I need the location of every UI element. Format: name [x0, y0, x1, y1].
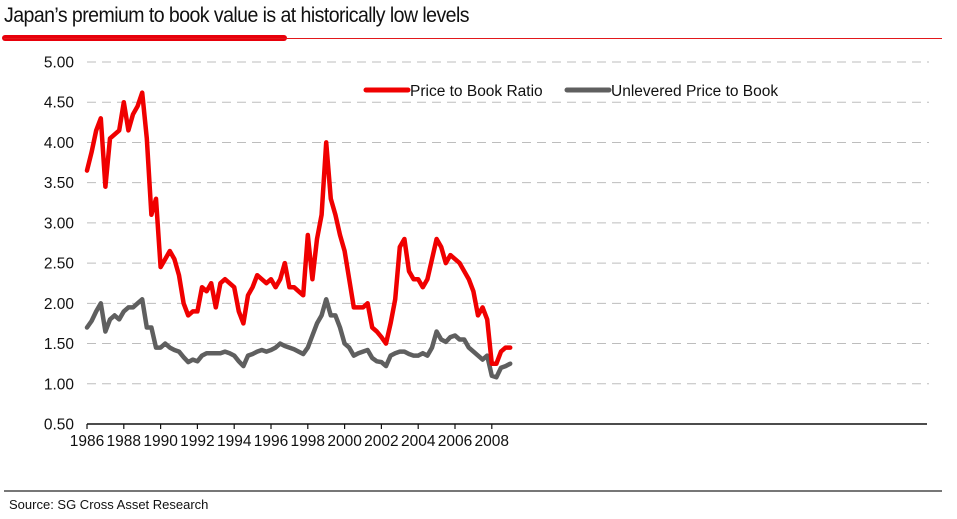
x-tick-label: 1988 [107, 433, 141, 450]
x-axis: 1986 1988 1990 1992 1994 1996 1998 2000 2002 2004… [70, 423, 927, 450]
y-tick-label: 3.50 [44, 175, 75, 192]
y-tick-label: 1.50 [44, 336, 75, 353]
x-tick-label: 1986 [70, 433, 104, 450]
y-tick-label: 4.00 [44, 135, 75, 152]
x-tick-label: 1990 [143, 433, 178, 450]
y-tick-label: 5.00 [44, 55, 75, 72]
x-tick-label: 1994 [217, 433, 252, 450]
source-note: Source: SG Cross Asset Research [9, 497, 209, 512]
x-tick-label: 2000 [327, 433, 362, 450]
series-lines [84, 90, 513, 380]
title-rule [4, 38, 942, 39]
x-tick-label: 2008 [475, 433, 509, 450]
x-tick-label: 2002 [364, 433, 398, 450]
series-line-unlevered-price-to-book [84, 297, 513, 380]
legend-label-unlevered-price-to-book: Unlevered Price to Book [611, 83, 778, 100]
x-tick-label: 1998 [291, 433, 325, 450]
x-tick-label: 1992 [180, 433, 214, 450]
x-tick-label: 1996 [254, 433, 288, 450]
gridlines [87, 61, 929, 385]
y-tick-label: 2.50 [44, 256, 75, 273]
line-chart: 5.00 4.50 4.00 3.50 3.00 2.50 2.00 1.50 1.00 0.50… [44, 55, 929, 450]
legend-label-price-to-book: Price to Book Ratio [410, 83, 543, 100]
y-tick-label: 3.00 [44, 215, 75, 232]
footer-rule [4, 490, 942, 492]
x-tick-label: 2004 [401, 433, 436, 450]
x-tick-label: 2006 [438, 433, 472, 450]
series-line-price-to-book [84, 90, 513, 366]
chart-title: Japan’s premium to book value is at hist… [4, 4, 470, 27]
y-tick-label: 4.50 [44, 95, 75, 112]
y-tick-label: 0.50 [44, 417, 75, 434]
y-tick-label: 2.00 [44, 296, 75, 313]
legend: Price to Book Ratio Unlevered Price to B… [363, 83, 778, 100]
y-tick-label: 1.00 [44, 376, 75, 393]
y-axis-tick-labels: 5.00 4.50 4.00 3.50 3.00 2.50 2.00 1.50 1.00 0.50 [44, 55, 75, 434]
